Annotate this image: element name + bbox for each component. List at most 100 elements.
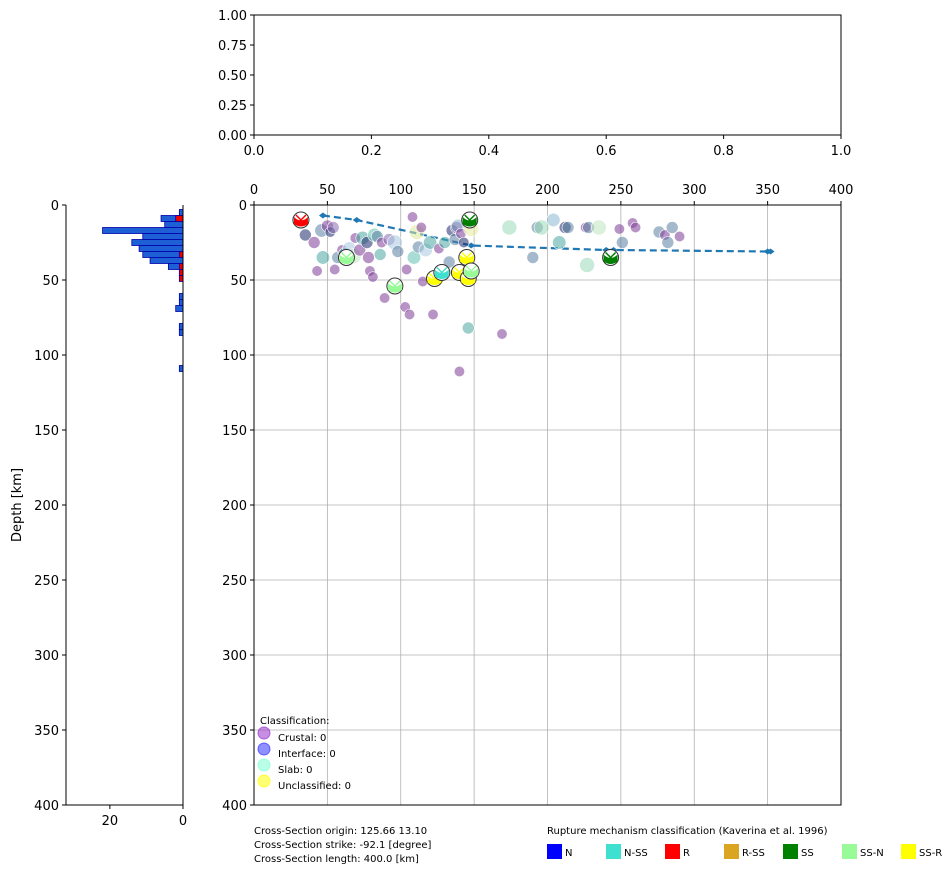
trench-profile-marker — [318, 212, 327, 219]
hist-x-tick-label: 0 — [179, 814, 187, 829]
main-y-tick-label: 200 — [222, 499, 247, 514]
hypocenter-point — [458, 236, 470, 249]
histogram-bars — [102, 209, 184, 372]
hypocenter-point — [665, 221, 679, 234]
info-strike: Cross-Section strike: -92.1 [degree] — [254, 840, 432, 851]
focal-mechanism — [386, 277, 404, 295]
main-x-tick-label: 250 — [608, 183, 633, 198]
main-y-tick-label: 0 — [239, 199, 247, 214]
classification-legend-label: Slab: 0 — [278, 765, 313, 776]
histogram-bar — [178, 209, 184, 216]
main-y-tick-label: 50 — [230, 274, 247, 289]
hist-y-tick-label: 250 — [34, 574, 59, 589]
classification-legend-marker — [257, 726, 271, 740]
histogram-bar — [175, 215, 184, 222]
rupture-legend-swatch — [842, 844, 857, 859]
trench-profile-line — [318, 212, 775, 255]
main-y-ticks: 0 50 100 150 200 250 300 350 400 — [222, 199, 254, 814]
classification-legend-title: Classification: — [260, 716, 330, 727]
main-x-tick-label: 300 — [682, 183, 707, 198]
histogram-bar — [178, 275, 184, 282]
focal-mechanism — [458, 249, 476, 266]
main-y-tick-label: 350 — [222, 724, 247, 739]
hypocenter-point — [526, 251, 540, 264]
top-y-tick-label: 0.50 — [218, 69, 247, 84]
main-y-tick-label: 300 — [222, 649, 247, 664]
hypocenter-point — [442, 255, 456, 269]
histogram-bar — [149, 257, 184, 264]
beachball-plane — [295, 214, 307, 226]
top-y-ticks: 0.00 0.25 0.50 0.75 1.00 — [218, 9, 254, 144]
top-y-tick-label: 0.75 — [218, 39, 247, 54]
beachball-plane — [461, 251, 473, 264]
hypocenter-point — [379, 292, 391, 304]
hist-y-tick-label: 0 — [51, 199, 59, 214]
hypocenter-point — [315, 250, 331, 265]
hypocenter-point — [453, 365, 466, 378]
rupture-legend-label: N — [565, 848, 572, 859]
top-axes-frame — [253, 14, 842, 136]
beachball-plane — [436, 266, 448, 279]
top-empty-axes: 0.0 0.2 0.4 0.6 0.8 1.0 0.00 0.25 0.50 0.75 1.00 — [218, 9, 851, 159]
classification-legend-marker — [257, 774, 271, 788]
rupture-legend-label: SS — [801, 848, 814, 859]
rupture-mechanism-legend: Rupture mechanism classification (Kaveri… — [547, 826, 942, 859]
beachball-plane — [340, 251, 352, 264]
top-y-tick-label: 1.00 — [218, 9, 247, 24]
hist-y-tick-label: 200 — [34, 499, 59, 514]
beachball-plane — [389, 280, 401, 292]
classification-legend: Classification: Crustal: 0 Interface: 0 Sl… — [257, 716, 351, 792]
info-length: Cross-Section length: 400.0 [km] — [254, 854, 419, 865]
top-y-tick-label: 0.25 — [218, 99, 247, 114]
main-x-tick-label: 50 — [319, 183, 336, 198]
depth-histogram: 0 50 100 150 200 250 300 350 400 20 0 Depth [km] — [10, 199, 187, 829]
main-x-tick-label: 350 — [755, 183, 780, 198]
hist-y-tick-label: 150 — [34, 424, 59, 439]
histogram-bar — [178, 323, 184, 330]
hypocenter-point — [629, 221, 642, 234]
histogram-bar — [178, 329, 184, 336]
top-x-tick-label: 0.0 — [244, 144, 265, 159]
beachball-plane — [605, 251, 617, 264]
top-x-tick-label: 0.6 — [596, 144, 617, 159]
cross-section-plot: 0 50 100 150 200 250 300 350 400 0 50 100 150 200 250… — [222, 183, 853, 814]
histogram-bar — [164, 221, 184, 228]
hypocenter-point — [501, 219, 518, 236]
main-x-tick-label: 0 — [250, 183, 258, 198]
hypocenter-point — [423, 235, 438, 250]
rupture-legend-label: R — [683, 848, 690, 859]
histogram-bar — [138, 245, 184, 252]
rupture-legend-title: Rupture mechanism classification (Kaveri… — [547, 826, 828, 837]
hypocenter-point — [391, 245, 405, 258]
beachball-plane — [464, 214, 476, 226]
hypocenter-point — [401, 263, 413, 276]
hist-y-tick-label: 350 — [34, 724, 59, 739]
main-y-tick-label: 150 — [222, 424, 247, 439]
hypocenter-point — [362, 251, 375, 264]
hypocenter-point — [533, 219, 550, 236]
main-grid — [253, 204, 842, 806]
hypocenter-point — [579, 257, 595, 273]
hist-x-ticks: 20 0 — [102, 805, 187, 829]
rupture-legend-swatch — [547, 844, 562, 859]
focal-mechanism — [337, 249, 355, 266]
hypocenter-point — [591, 219, 607, 236]
hypocenter-point — [561, 221, 575, 234]
histogram-bar — [178, 263, 184, 270]
hypocenter-point — [404, 308, 416, 321]
histogram-bar — [131, 239, 184, 246]
focal-mechanism — [462, 262, 480, 280]
rupture-legend-swatch — [783, 844, 798, 859]
top-x-tick-label: 0.2 — [361, 144, 382, 159]
rupture-legend-label: SS-N — [860, 848, 884, 859]
top-x-tick-label: 0.8 — [713, 144, 734, 159]
main-x-tick-label: 150 — [462, 183, 487, 198]
hist-y-tick-label: 100 — [34, 349, 59, 364]
hypocenter-point — [552, 235, 567, 250]
main-y-tick-label: 250 — [222, 574, 247, 589]
rupture-legend-swatch — [724, 844, 739, 859]
top-x-tick-label: 1.0 — [831, 144, 852, 159]
hypocenter-point — [406, 211, 419, 223]
histogram-bar — [178, 299, 184, 306]
